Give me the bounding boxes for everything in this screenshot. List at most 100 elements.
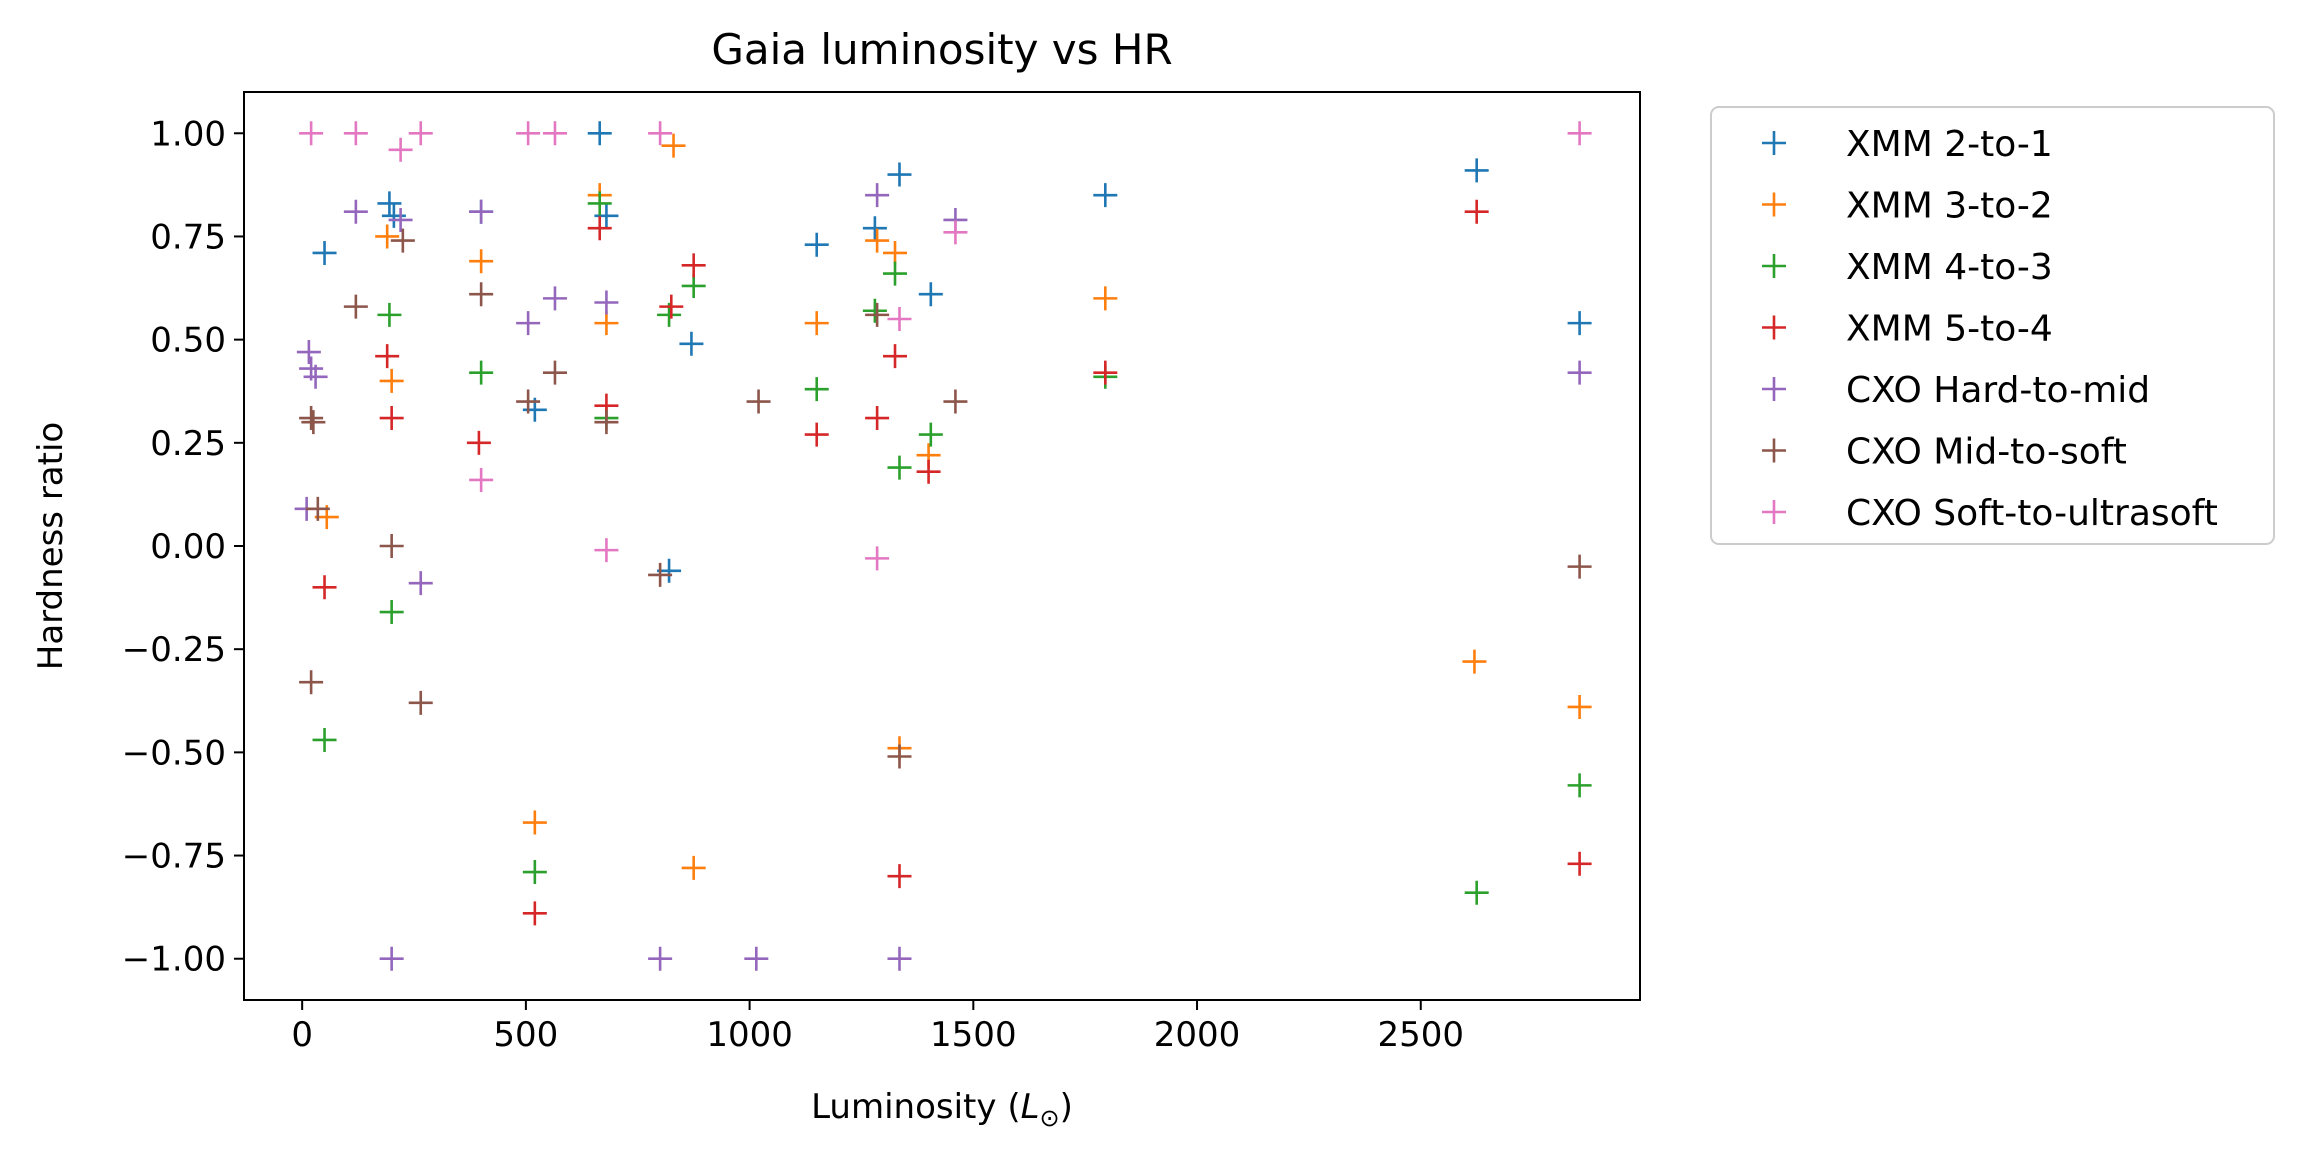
point-xmm-4-to-3 — [379, 600, 404, 625]
point-xmm-2-to-1 — [862, 216, 887, 241]
point-cxo-hard-to-mid — [542, 286, 567, 311]
point-xmm-3-to-2 — [883, 240, 908, 265]
point-xmm-5-to-4 — [312, 575, 337, 600]
legend-label: CXO Mid-to-soft — [1846, 432, 2127, 473]
point-cxo-soft-to-ultrasoft — [594, 538, 619, 563]
point-cxo-mid-to-soft — [301, 410, 326, 435]
legend-label: CXO Hard-to-mid — [1846, 370, 2150, 411]
point-cxo-mid-to-soft — [469, 282, 494, 307]
point-xmm-3-to-2 — [681, 855, 706, 880]
y-axis: 1.00 0.75 0.50 0.25 0.00 −0.25 −0.50 −0.75 −1.00 — [122, 114, 244, 980]
point-cxo-soft-to-ultrasoft — [943, 220, 968, 245]
legend-label: XMM 5-to-4 — [1846, 309, 2053, 350]
point-xmm-2-to-1 — [312, 240, 337, 265]
point-xmm-4-to-3 — [918, 422, 943, 447]
point-cxo-mid-to-soft — [516, 389, 541, 414]
point-xmm-3-to-2 — [594, 311, 619, 336]
point-cxo-mid-to-soft — [408, 690, 433, 715]
point-xmm-2-to-1 — [587, 121, 612, 146]
point-xmm-5-to-4 — [887, 864, 912, 889]
legend: XMM 2-to-1 XMM 3-to-2 XMM 4-to-3 XMM 5-to-4… — [1710, 106, 2275, 545]
point-cxo-mid-to-soft — [343, 294, 368, 319]
point-xmm-4-to-3 — [587, 191, 612, 216]
point-xmm-5-to-4 — [1464, 199, 1489, 224]
point-xmm-4-to-3 — [522, 860, 547, 885]
point-cxo-mid-to-soft — [390, 228, 415, 253]
point-cxo-hard-to-mid — [594, 290, 619, 315]
y-tick-label: −0.50 — [122, 733, 226, 773]
point-xmm-2-to-1 — [1464, 158, 1489, 183]
point-xmm-4-to-3 — [1464, 880, 1489, 905]
point-xmm-3-to-2 — [522, 810, 547, 835]
point-cxo-hard-to-mid — [744, 946, 769, 971]
point-xmm-2-to-1 — [804, 232, 829, 257]
y-tick-label: 0.00 — [150, 527, 226, 567]
point-xmm-2-to-1 — [381, 203, 406, 228]
point-xmm-5-to-4 — [522, 901, 547, 926]
x-tick-label: 2000 — [1154, 1015, 1241, 1055]
point-xmm-2-to-1 — [1093, 183, 1118, 208]
point-cxo-hard-to-mid — [343, 199, 368, 224]
point-xmm-4-to-3 — [312, 727, 337, 752]
point-xmm-5-to-4 — [804, 422, 829, 447]
point-cxo-hard-to-mid — [648, 946, 673, 971]
point-cxo-soft-to-ultrasoft — [469, 467, 494, 492]
point-xmm-2-to-1 — [887, 162, 912, 187]
x-tick-label: 2500 — [1377, 1015, 1464, 1055]
point-cxo-soft-to-ultrasoft — [299, 121, 324, 146]
chart-title: Gaia luminosity vs HR — [711, 25, 1172, 74]
x-tick-label: 1500 — [930, 1015, 1017, 1055]
legend-marker — [1762, 131, 1786, 155]
point-cxo-hard-to-mid — [516, 311, 541, 336]
point-xmm-4-to-3 — [377, 302, 402, 327]
legend-marker — [1762, 377, 1786, 401]
point-xmm-3-to-2 — [865, 228, 890, 253]
point-cxo-hard-to-mid — [469, 199, 494, 224]
legend-marker — [1762, 254, 1786, 278]
x-axis-label: Luminosity (L⊙) — [811, 1087, 1073, 1132]
legend-marker — [1762, 192, 1786, 217]
legend-label: CXO Soft-to-ultrasoft — [1846, 493, 2218, 534]
point-cxo-soft-to-ultrasoft — [542, 121, 567, 146]
x-tick-label: 0 — [291, 1015, 313, 1055]
point-cxo-soft-to-ultrasoft — [648, 121, 673, 146]
point-xmm-5-to-4 — [659, 294, 684, 319]
point-cxo-mid-to-soft — [305, 496, 330, 521]
point-xmm-5-to-4 — [1093, 360, 1118, 385]
legend-marker — [1762, 438, 1786, 463]
point-xmm-3-to-2 — [375, 224, 400, 249]
x-tick-label: 500 — [493, 1015, 558, 1055]
y-tick-label: 0.50 — [150, 321, 226, 361]
point-cxo-soft-to-ultrasoft — [887, 307, 912, 331]
y-tick-label: −0.75 — [122, 837, 226, 877]
point-xmm-4-to-3 — [681, 273, 706, 298]
point-cxo-mid-to-soft — [299, 406, 324, 431]
point-xmm-3-to-2 — [1093, 286, 1118, 311]
point-cxo-hard-to-mid — [388, 207, 413, 232]
point-xmm-3-to-2 — [1567, 694, 1592, 719]
point-xmm-5-to-4 — [916, 459, 941, 484]
point-xmm-5-to-4 — [865, 406, 890, 431]
point-xmm-4-to-3 — [883, 261, 908, 286]
point-cxo-mid-to-soft — [379, 534, 404, 558]
point-cxo-mid-to-soft — [887, 744, 912, 769]
point-xmm-2-to-1 — [1567, 311, 1592, 336]
point-xmm-3-to-2 — [379, 368, 404, 393]
point-xmm-4-to-3 — [469, 360, 494, 385]
point-cxo-mid-to-soft — [542, 360, 567, 385]
x-tick-label: 1000 — [706, 1015, 793, 1055]
point-cxo-hard-to-mid — [296, 340, 321, 365]
point-xmm-4-to-3 — [862, 298, 887, 323]
point-cxo-mid-to-soft — [1567, 554, 1592, 579]
point-cxo-soft-to-ultrasoft — [388, 137, 413, 162]
legend-label: XMM 3-to-2 — [1846, 186, 2053, 227]
point-cxo-hard-to-mid — [379, 946, 404, 971]
point-xmm-5-to-4 — [587, 216, 612, 241]
point-xmm-3-to-2 — [661, 133, 686, 158]
point-cxo-hard-to-mid — [865, 183, 890, 208]
point-xmm-5-to-4 — [883, 344, 908, 369]
point-cxo-hard-to-mid — [303, 364, 328, 389]
data-marks — [294, 121, 1592, 971]
point-xmm-2-to-1 — [594, 203, 619, 228]
